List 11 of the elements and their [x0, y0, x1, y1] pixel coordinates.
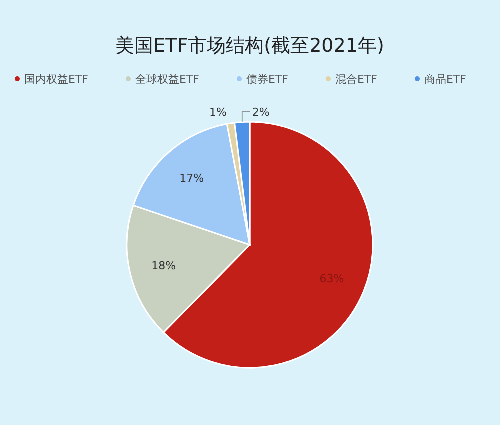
data-label: 2%	[252, 106, 270, 119]
legend-label: 国内权益ETF	[24, 73, 88, 86]
data-label: 18%	[152, 259, 176, 272]
chart-title: 美国ETF市场结构(截至2021年)	[116, 35, 384, 57]
data-label: 17%	[180, 172, 204, 186]
data-label: 1%	[209, 106, 227, 119]
legend-label: 混合ETF	[336, 73, 378, 86]
legend-label: 全球权益ETF	[136, 73, 200, 86]
legend-label: 债券ETF	[246, 73, 288, 86]
data-label: 63%	[320, 272, 344, 286]
legend-label: 商品ETF	[424, 73, 466, 86]
